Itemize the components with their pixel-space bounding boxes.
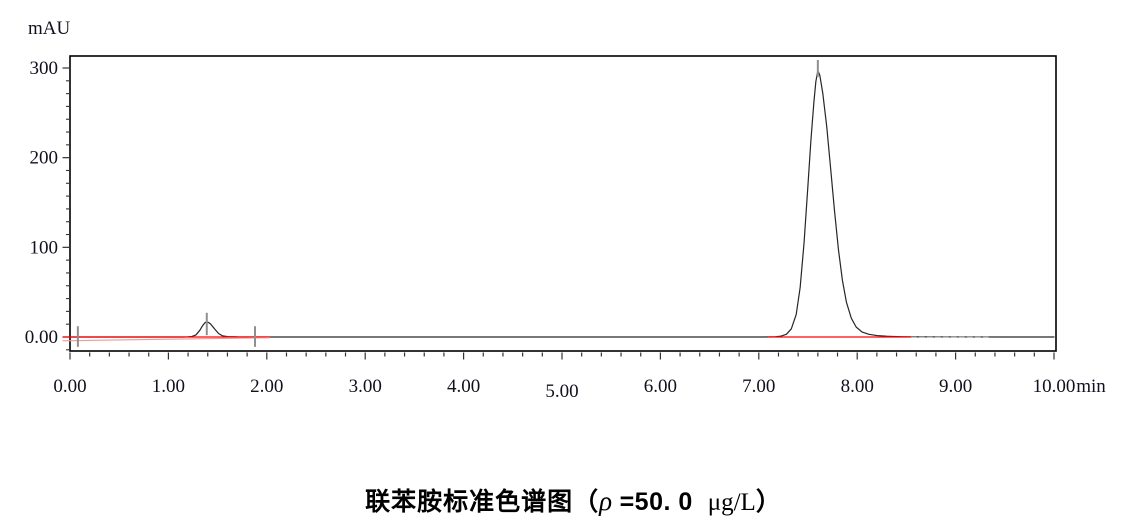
y-axis-title-label: mAU: [28, 18, 71, 39]
figure-caption: 联苯胺标准色谱图（ρ =50. 0 μg/L）: [0, 482, 1147, 518]
x-tick-label: 6.00: [644, 376, 677, 397]
x-tick-label: 3.00: [349, 376, 382, 397]
chromatogram-plot: 0.00 1.00 2.00 3.00 4.00 5.00 6.00 7.00 8.00 9.00…: [25, 18, 1107, 402]
x-tick-label: 4.00: [447, 376, 480, 397]
x-tick-label: 0.00: [53, 376, 86, 397]
caption-concentration-unit: μg/L: [707, 489, 756, 516]
y-tick-label: 0.00: [25, 327, 58, 348]
y-tick-label: 100: [30, 237, 59, 258]
signal-trace: [69, 70, 1055, 338]
x-tick-label: 10.00: [1033, 376, 1076, 397]
caption-concentration-value: =50. 0: [612, 488, 708, 516]
y-tick-label: 300: [30, 58, 59, 79]
x-tick-label: 7.00: [742, 376, 775, 397]
x-axis-unit-label: min: [1076, 376, 1106, 397]
x-tick-label: 8.00: [841, 376, 874, 397]
x-tick-label: 1.00: [152, 376, 185, 397]
caption-rho-symbol: ρ: [599, 486, 613, 516]
caption-title-text: 联苯胺标准色谱图（: [365, 488, 600, 516]
plot-frame: [69, 55, 1057, 352]
blank-drift-trace: [62, 337, 271, 342]
x-tick-label: 2.00: [250, 376, 283, 397]
caption-close-paren: ）: [755, 488, 782, 516]
x-tick-label: 9.00: [939, 376, 972, 397]
x-tick-label: 5.00: [545, 381, 578, 402]
y-tick-label: 200: [30, 148, 59, 169]
